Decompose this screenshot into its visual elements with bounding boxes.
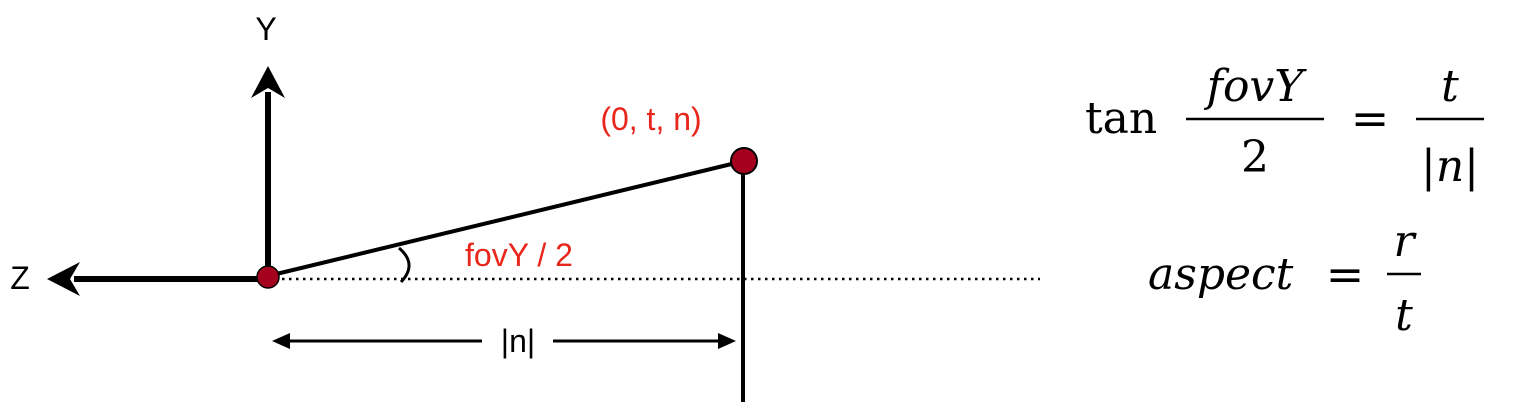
aspect-numerator: r bbox=[1393, 216, 1417, 267]
y-axis-arrowhead bbox=[251, 66, 285, 98]
top-point bbox=[730, 147, 758, 175]
z-axis-arrowhead bbox=[47, 262, 80, 296]
z-axis-label: Z bbox=[10, 260, 30, 296]
aspect-formula: aspect = r t bbox=[1148, 216, 1421, 341]
distance-label: |n| bbox=[501, 323, 535, 359]
aspect-denominator: t bbox=[1395, 290, 1413, 341]
point-coordinate-label: (0, t, n) bbox=[600, 101, 701, 137]
tan-rhs-denominator: |n| bbox=[1421, 141, 1479, 192]
fov-boundary-line bbox=[267, 159, 745, 278]
tan-rhs-numerator: t bbox=[1441, 61, 1459, 112]
aspect-equals-sign: = bbox=[1326, 247, 1365, 301]
tan-equals-sign: = bbox=[1351, 91, 1390, 145]
tan-denominator: 2 bbox=[1241, 132, 1269, 183]
aspect-lhs: aspect bbox=[1148, 249, 1294, 300]
tan-function: tan bbox=[1085, 93, 1157, 144]
angle-arc bbox=[397, 246, 411, 284]
distance-arrow-left-head bbox=[272, 333, 290, 349]
distance-arrow-right-head bbox=[718, 333, 736, 349]
origin-point bbox=[256, 265, 280, 289]
tan-formula: tan fovY 2 = t |n| bbox=[1085, 61, 1484, 192]
half-fov-label: fovY / 2 bbox=[465, 237, 573, 273]
tan-numerator: fovY bbox=[1204, 61, 1308, 112]
y-axis-label: Y bbox=[255, 11, 276, 47]
